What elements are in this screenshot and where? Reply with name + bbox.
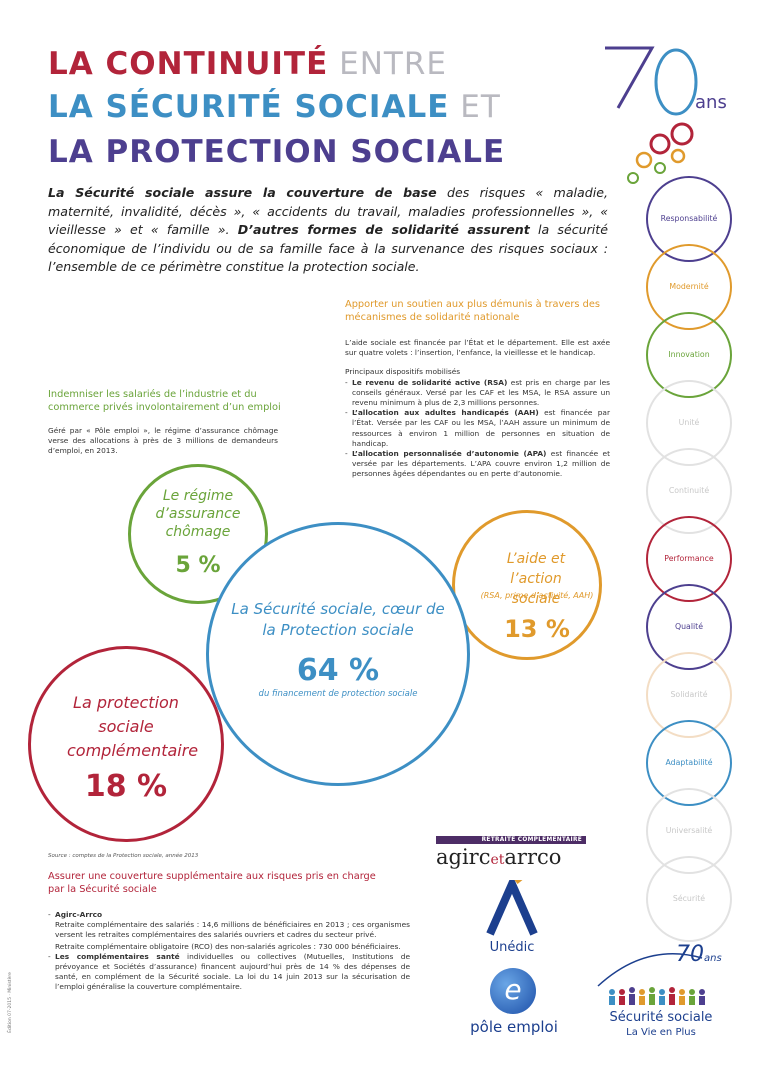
list-item: L’allocation aux adultes handicapés (AAH…: [345, 408, 610, 449]
pole-emploi-icon: e: [490, 968, 536, 1014]
unemployment-title: Indemniser les salariés de l’industrie e…: [48, 389, 281, 413]
complementary-title: Assurer une couverture supplémentaire au…: [48, 871, 376, 895]
unemployment-text: Géré par « Pôle emploi », le régime d’as…: [48, 426, 278, 456]
securite-sociale-logo: 70ans Sécurité sociale La Vie en Plus: [596, 942, 726, 1046]
circle-aide-sociale: L’aide et l’action sociale (RSA, prime d…: [452, 510, 602, 660]
side-credit: Édition 07-2015 · Ministère: [7, 972, 13, 1033]
source-note: Source : comptes de la Protection social…: [48, 853, 199, 859]
title-line-3: LA PROTECTION SOCIALE: [48, 134, 506, 170]
title-line-2: LA SÉCURITÉ SOCIALE ET: [48, 89, 501, 125]
complementary-text: Agirc-Arrco Retraite complémentaire des …: [48, 910, 410, 993]
unedic-name: Unédic: [489, 940, 535, 955]
secu-anniv: 70ans: [676, 942, 722, 967]
list-item: L’allocation personnalisée d’autonomie (…: [345, 449, 610, 480]
circle-chomage: Le régime d’assurance chômage 5 %: [128, 464, 268, 604]
agirc-banner: RETRAITE COMPLÉMENTAIRE: [436, 836, 586, 844]
secu-tagline: La Vie en Plus: [626, 1027, 696, 1038]
list-item: Les complémentaires santé individuelles …: [48, 952, 410, 993]
pole-emploi-name: pôle emploi: [470, 1018, 558, 1036]
unedic-logo: Unédic: [482, 872, 542, 960]
pole-emploi-logo: e pôle emploi: [464, 968, 564, 1040]
anniversary-ans: ans: [695, 92, 727, 113]
circle-complementaire: La protection sociale complémentaire 18 …: [28, 646, 224, 842]
solidarity-text: L’aide sociale est financée par l’État e…: [345, 338, 610, 480]
value-ring: Sécurité: [646, 856, 732, 942]
secu-name: Sécurité sociale: [609, 1010, 713, 1025]
anniversary-logo: ans: [600, 36, 730, 196]
solidarity-title: Apporter un soutien aux plus démunis à t…: [345, 299, 600, 323]
intro-paragraph: La Sécurité sociale assure la couverture…: [48, 185, 608, 275]
title-line-1: LA CONTINUITÉ ENTRE: [48, 46, 447, 82]
agirc-arrco-logo: RETRAITE COMPLÉMENTAIRE agircetarrco: [436, 836, 586, 872]
circle-securite-sociale: La Sécurité sociale, cœur de la Protecti…: [206, 522, 470, 786]
list-item: Agirc-Arrco Retraite complémentaire des …: [48, 910, 410, 952]
list-item: Le revenu de solidarité active (RSA) est…: [345, 378, 610, 409]
